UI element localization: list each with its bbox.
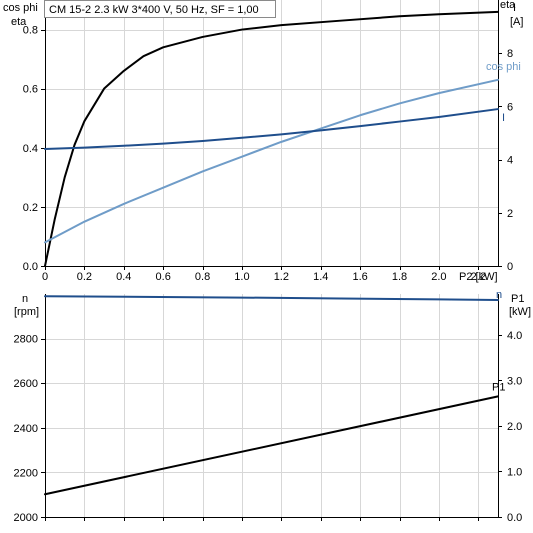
bottom-left-tick-label: 2800: [14, 334, 38, 346]
top-series-label-cos-phi: cos phi: [486, 61, 521, 73]
top-right-tick-label: 6: [507, 101, 513, 113]
top-x-tick-label: 0.8: [195, 271, 210, 283]
top-series-label-eta: eta: [500, 0, 516, 11]
bottom-right-tick-label: 3.0: [507, 375, 522, 387]
tick-labels-layer: 0.0 0.2 0.4 0.6 0.8 0 2 4 6 8 0 0.2 0.4 0.6 0.8 1.0 1.2 1…: [14, 25, 523, 524]
header-box: [44, 0, 276, 18]
bottom-y-left-title-line2: [rpm]: [14, 306, 39, 318]
top-left-tick-label: 0.4: [23, 143, 38, 155]
top-series-line-i: [44, 108, 499, 150]
top-right-tick-label: 8: [507, 48, 513, 60]
top-x-tick-label: 0.6: [156, 271, 171, 283]
bottom-left-tick-label: 2000: [14, 512, 38, 524]
top-series-line-cos-phi: [44, 78, 499, 244]
top-y-right-title-line1: I: [513, 2, 516, 14]
top-x-tick-label: 1.4: [313, 271, 328, 283]
top-x-tick-label: 1.0: [234, 271, 249, 283]
top-x-tick-label: 0: [42, 271, 48, 283]
bottom-y-right-title-line2: [kW]: [509, 306, 531, 318]
top-x-tick-label: 1.6: [352, 271, 367, 283]
bottom-left-tick-label: 2400: [14, 423, 38, 435]
bottom-series-line-n: [44, 295, 499, 302]
top-x-tick-label: 2.2: [471, 271, 486, 283]
top-right-tick-label: 0: [507, 261, 513, 273]
top-right-tick-label: 2: [507, 208, 513, 220]
top-left-tick-label: 0.8: [23, 25, 38, 37]
top-x-tick-label: 1.8: [392, 271, 407, 283]
bottom-left-tick-label: 2600: [14, 378, 38, 390]
top-left-tick-label: 0.0: [23, 261, 38, 273]
bottom-y-left-title-line1: n: [22, 293, 28, 305]
series-layer: eta cos phi In P1: [44, 0, 521, 496]
bottom-series-label-n: n: [496, 289, 502, 301]
top-series-label-i: I: [502, 112, 505, 124]
top-y-left-title-line1: cos phi: [3, 2, 38, 14]
bottom-left-tick-label: 2200: [14, 467, 38, 479]
bottom-right-tick-label: 1.0: [507, 466, 522, 478]
top-x-tick-label: 0.2: [77, 271, 92, 283]
top-x-axis-title: P2 [kW]: [459, 271, 498, 283]
bottom-series-line-p1: [44, 395, 499, 496]
top-right-tick-label: 4: [507, 155, 513, 167]
top-y-left-title-line2: eta: [11, 16, 27, 28]
top-series-line-eta: [44, 10, 499, 267]
bottom-y-right-title-line1: P1: [511, 293, 524, 305]
axes-layer: [41, 0, 502, 521]
top-left-tick-label: 0.6: [23, 84, 38, 96]
bottom-right-tick-label: 4.0: [507, 330, 522, 342]
bottom-right-tick-label: 0.0: [507, 512, 522, 524]
top-x-tick-label: 0.4: [116, 271, 131, 283]
header-title: CM 15-2 2.3 kW 3*400 V, 50 Hz, SF = 1,00: [49, 4, 259, 16]
top-y-right-title-line2: [A]: [510, 16, 523, 28]
grid-layer: [45, 0, 498, 518]
top-left-tick-label: 0.2: [23, 202, 38, 214]
top-x-tick-label: 2.0: [431, 271, 446, 283]
bottom-series-label-p1: P1: [492, 381, 505, 393]
bottom-right-tick-label: 2.0: [507, 421, 522, 433]
top-x-tick-label: 1.2: [274, 271, 289, 283]
